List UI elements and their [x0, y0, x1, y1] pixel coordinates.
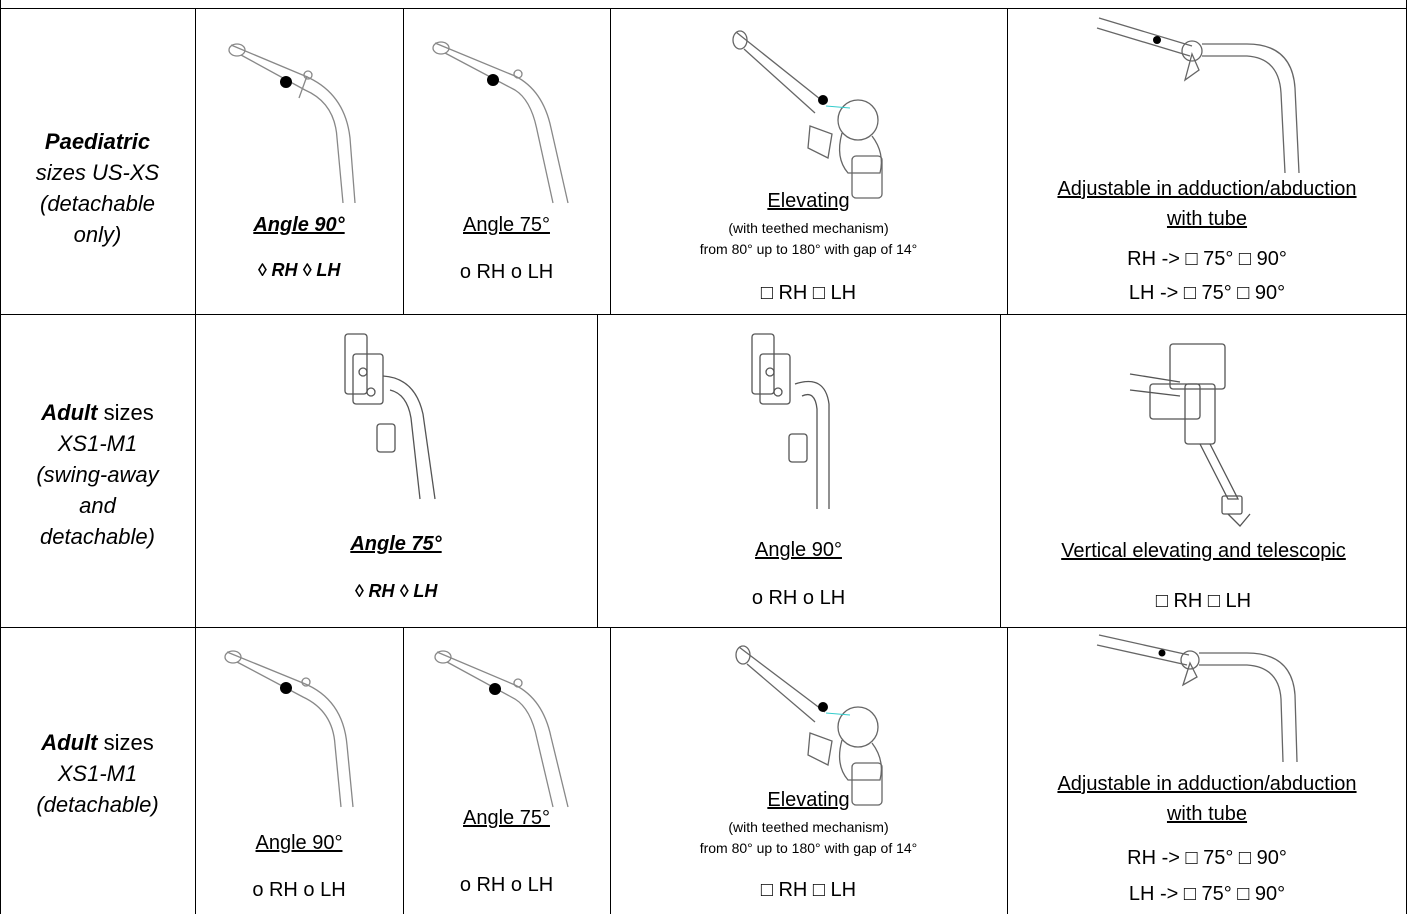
- table-line: [403, 8, 404, 314]
- option-label: with tube: [1166, 208, 1248, 230]
- option-choices[interactable]: o RH o LH: [459, 261, 554, 283]
- header-line: only): [73, 222, 122, 247]
- armrest-tube-diagram: [228, 43, 356, 204]
- armrest-tube-diagram: [434, 650, 569, 808]
- option-label: Angle 75°: [463, 807, 550, 829]
- option-label: Angle 75°: [463, 214, 550, 236]
- elevating-mechanism-diagram: [732, 30, 883, 199]
- table-line: [610, 8, 611, 314]
- option-note: (with teethed mechanism): [728, 819, 889, 835]
- table-line: [195, 314, 196, 627]
- table-line: [195, 8, 196, 314]
- option-choices-lh[interactable]: LH -> □ 75° □ 90°: [1128, 883, 1286, 905]
- header-bold: Adult: [41, 730, 98, 755]
- option-cell[interactable]: Angle 90° o RH o LH: [195, 627, 403, 914]
- header-line: detachable): [40, 524, 155, 549]
- option-choices-rh[interactable]: RH -> □ 75° □ 90°: [1127, 248, 1287, 270]
- option-choices[interactable]: o RH o LH: [252, 879, 346, 901]
- option-choices-lh[interactable]: LH -> □ 75° □ 90°: [1128, 282, 1286, 304]
- row-header-paediatric: Paediatric sizes US-XS (detachable only): [0, 8, 195, 314]
- vertical-elevating-diagram: [1129, 343, 1251, 527]
- option-choices[interactable]: o RH o LH: [751, 587, 846, 609]
- row-header-adult-detachable: Adult sizes XS1-M1 (detachable): [0, 627, 195, 914]
- armrest-tube-diagram: [224, 650, 354, 808]
- table-line: [597, 314, 598, 627]
- swing-away-bracket-diagram: [344, 333, 436, 500]
- header-line: XS1-M1: [57, 761, 138, 786]
- header-line: and: [79, 493, 116, 518]
- row-header-adult-swing: Adult sizes XS1-M1 (swing-away and detac…: [0, 314, 195, 627]
- table-line: [1007, 627, 1008, 914]
- option-choices-rh[interactable]: RH -> □ 75° □ 90°: [1127, 847, 1287, 869]
- armrest-tube-diagram: [432, 41, 569, 204]
- option-cell[interactable]: Adjustable in adduction/abduction with t…: [1007, 8, 1407, 314]
- option-label: Elevating: [767, 789, 850, 811]
- option-label: Elevating: [767, 190, 850, 212]
- header-line: (detachable): [36, 792, 159, 817]
- table-line: [0, 314, 1407, 315]
- header-rest: sizes: [97, 400, 154, 425]
- option-choices[interactable]: o RH o LH: [459, 874, 554, 896]
- table-line: [403, 627, 404, 914]
- elevating-mechanism-diagram: [735, 645, 883, 806]
- option-cell[interactable]: Elevating (with teethed mechanism) from …: [610, 8, 1007, 314]
- header-rest: sizes: [97, 730, 154, 755]
- header-line: sizes US-XS: [35, 160, 160, 185]
- option-cell[interactable]: Angle 75° ◊ RH ◊ LH: [195, 314, 597, 627]
- option-label: Vertical elevating and telescopic: [1061, 540, 1346, 562]
- option-choices[interactable]: ◊ RH ◊ LH: [354, 581, 438, 601]
- option-note: from 80° up to 180° with gap of 14°: [699, 840, 918, 856]
- swing-away-bracket-diagram: [751, 333, 830, 509]
- option-note: (with teethed mechanism): [728, 220, 889, 236]
- option-choices[interactable]: ◊ RH ◊ LH: [257, 260, 341, 280]
- table-line: [1000, 314, 1001, 627]
- header-bold: Adult: [41, 400, 98, 425]
- option-cell[interactable]: Vertical elevating and telescopic □ RH □…: [1000, 314, 1407, 627]
- option-choices[interactable]: □ RH □ LH: [760, 282, 857, 304]
- option-cell[interactable]: Angle 90° ◊ RH ◊ LH: [195, 8, 403, 314]
- option-label: Adjustable in adduction/abduction: [1057, 178, 1357, 200]
- adjustable-tube-diagram: [1096, 17, 1300, 174]
- header-bold: Paediatric: [44, 129, 151, 154]
- table-line: [1007, 8, 1008, 314]
- header-line: (detachable: [40, 191, 155, 216]
- option-label: Angle 75°: [350, 533, 442, 555]
- header-line: (swing-away: [36, 462, 159, 487]
- table-line: [0, 627, 1407, 628]
- table-line: [610, 627, 611, 914]
- option-choices[interactable]: □ RH □ LH: [1155, 590, 1252, 612]
- option-label: Angle 90°: [755, 539, 842, 561]
- option-label: Adjustable in adduction/abduction: [1057, 773, 1357, 795]
- option-cell[interactable]: Adjustable in adduction/abduction with t…: [1007, 627, 1407, 914]
- option-cell[interactable]: Angle 75° o RH o LH: [403, 8, 610, 314]
- option-label: Angle 90°: [255, 832, 343, 854]
- option-cell[interactable]: Angle 75° o RH o LH: [403, 627, 610, 914]
- adjustable-tube-diagram: [1096, 634, 1298, 763]
- option-choices[interactable]: □ RH □ LH: [760, 879, 857, 901]
- option-label: with tube: [1166, 803, 1248, 825]
- option-label: Angle 90°: [253, 214, 345, 236]
- table-line: [0, 8, 1407, 9]
- table-line: [195, 627, 196, 914]
- option-cell[interactable]: Angle 90° o RH o LH: [597, 314, 1000, 627]
- header-line: XS1-M1: [57, 431, 138, 456]
- option-cell[interactable]: Elevating (with teethed mechanism) from …: [610, 627, 1007, 914]
- option-note: from 80° up to 180° with gap of 14°: [699, 241, 918, 257]
